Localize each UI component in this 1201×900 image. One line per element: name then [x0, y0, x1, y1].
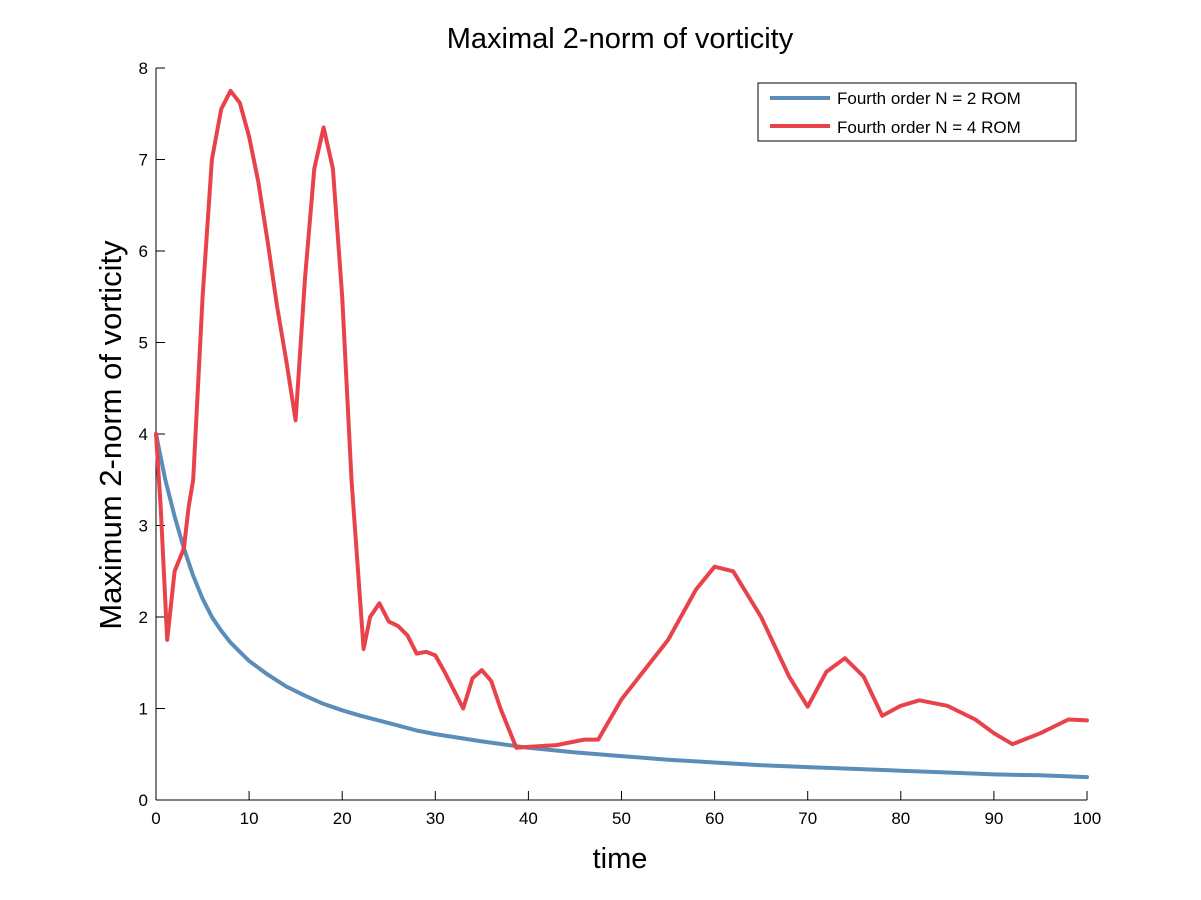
x-tick-label: 70 — [798, 809, 817, 828]
series-line-1 — [154, 88, 1089, 750]
x-tick-label: 30 — [426, 809, 445, 828]
y-tick-label: 5 — [139, 334, 148, 353]
axis-ticks: 0 10 20 30 40 50 60 70 80 90 100 0 1 2 3 4 5 6 7 8 — [139, 59, 1102, 828]
x-tick-label: 100 — [1073, 809, 1101, 828]
x-tick-label: 80 — [891, 809, 910, 828]
series-layer — [154, 88, 1089, 780]
y-tick-label: 4 — [139, 425, 148, 444]
x-tick-label: 90 — [984, 809, 1003, 828]
x-tick-label: 60 — [705, 809, 724, 828]
legend-label-n4: Fourth order N = 4 ROM — [837, 118, 1021, 137]
y-tick-label: 7 — [139, 151, 148, 170]
y-tick-label: 0 — [139, 791, 148, 810]
legend: Fourth order N = 2 ROM Fourth order N = … — [757, 82, 1077, 142]
x-axis-label: time — [593, 843, 648, 875]
y-tick-label: 8 — [139, 59, 148, 78]
x-tick-label: 0 — [151, 809, 160, 828]
x-tick-label: 50 — [612, 809, 631, 828]
legend-box — [757, 82, 1077, 142]
chart-title: Maximal 2-norm of vorticity — [447, 23, 794, 55]
y-tick-label: 2 — [139, 608, 148, 627]
y-axis-label: Maximum 2-norm of vorticity — [93, 240, 128, 630]
y-tick-label: 6 — [139, 242, 148, 261]
legend-label-n2: Fourth order N = 2 ROM — [837, 89, 1021, 108]
y-tick-label: 1 — [139, 700, 148, 719]
x-tick-label: 10 — [240, 809, 259, 828]
x-tick-label: 40 — [519, 809, 538, 828]
x-tick-label: 20 — [333, 809, 352, 828]
y-tick-label: 3 — [139, 517, 148, 536]
series-line-0 — [154, 432, 1089, 780]
